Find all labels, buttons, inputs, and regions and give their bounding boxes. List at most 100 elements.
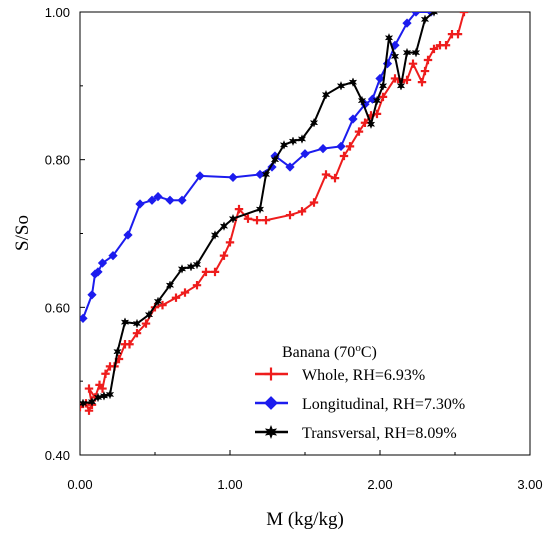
series-line-segment — [313, 94, 327, 124]
series-line-segment — [415, 19, 426, 53]
legend-entry-3: Transversal, RH=8.09% — [255, 424, 457, 442]
x-tick-label: 2.00 — [367, 477, 392, 492]
series-line-segment — [349, 131, 360, 147]
data-point-star — [219, 221, 229, 232]
series-line-segment — [301, 122, 315, 140]
data-point-plus — [408, 59, 418, 68]
data-point-star — [309, 117, 319, 128]
data-point-diamond — [80, 313, 88, 324]
legend-title-sup: o — [355, 342, 361, 354]
data-point-star — [411, 47, 421, 58]
data-point-plus — [285, 210, 295, 220]
data-point-diamond — [285, 162, 295, 172]
series-line-segment — [199, 174, 234, 179]
series-line-segment — [259, 174, 267, 210]
data-point-plus — [459, 12, 469, 17]
data-point-diamond — [375, 73, 385, 84]
data-point-plus — [330, 173, 340, 183]
data-point-star — [210, 230, 220, 240]
x-tick-label: 0.00 — [67, 477, 92, 492]
data-point-plus — [101, 369, 110, 378]
data-point-star — [390, 51, 400, 62]
data-point-star — [165, 280, 175, 291]
data-point-star — [429, 12, 439, 17]
data-point-star — [270, 154, 280, 165]
y-axis-title: S/So — [12, 215, 33, 251]
data-point-star — [80, 398, 88, 409]
data-point-star — [288, 136, 298, 147]
series-line-segment — [340, 118, 354, 147]
legend-entries: Whole, RH=6.93% Longitudinal, RH=7.30% Tra… — [255, 367, 465, 442]
data-point-plus — [158, 300, 167, 310]
data-point-star — [177, 264, 187, 274]
data-point-diamond — [97, 258, 108, 268]
data-point-diamond — [390, 40, 400, 50]
data-point-diamond — [264, 396, 278, 410]
data-point-plus — [141, 319, 151, 328]
data-point-star — [279, 139, 289, 150]
legend-label: Longitudinal, RH=7.30% — [302, 396, 465, 413]
series-line-segment — [157, 284, 171, 303]
series-line-segment — [289, 153, 306, 168]
series-line-segment — [274, 144, 285, 161]
data-point-plus — [441, 41, 451, 50]
data-point-star — [264, 424, 278, 440]
data-point-diamond — [108, 251, 118, 261]
series-line-segment — [196, 271, 207, 286]
data-point-star — [261, 169, 271, 180]
data-point-star — [384, 32, 394, 43]
x-tick-label: 1.00 — [217, 477, 242, 492]
series-line-segment — [376, 85, 384, 101]
data-point-diamond — [336, 141, 346, 152]
data-point-star — [153, 296, 163, 307]
series-3 — [80, 12, 439, 409]
series-line-segment — [371, 78, 381, 100]
data-point-star — [228, 213, 238, 224]
series-line-segment — [112, 234, 129, 257]
plot-frame — [79, 11, 531, 456]
data-point-star — [366, 119, 376, 130]
y-axis: 0.40 0.60 0.80 1.00 — [45, 5, 85, 463]
y-tick-label: 0.40 — [45, 448, 70, 463]
data-point-star — [402, 47, 412, 58]
series-line-segment — [82, 294, 93, 319]
data-point-plus — [420, 66, 430, 76]
series-line-segment — [238, 208, 249, 220]
data-point-plus — [264, 367, 278, 381]
data-point-plus — [252, 216, 262, 225]
data-point-plus — [192, 280, 202, 290]
data-point-star — [144, 309, 154, 320]
data-point-diamond — [165, 195, 175, 205]
data-point-star — [420, 14, 430, 25]
data-point-star — [378, 80, 388, 91]
series-line-segment — [136, 322, 147, 334]
series-line-segment — [370, 100, 378, 125]
data-point-star — [120, 317, 130, 328]
legend: Banana (70oC) Whole, RH=6.93% Longitudina… — [255, 342, 465, 442]
series-line-segment — [184, 284, 198, 294]
data-point-diamond — [135, 199, 145, 209]
data-point-plus — [234, 204, 244, 214]
series-line-segment — [382, 77, 396, 98]
data-point-star — [192, 259, 202, 270]
data-point-star — [348, 77, 358, 88]
series-line-segment — [128, 332, 138, 345]
series-line-segment — [162, 296, 177, 306]
legend-title-end: C) — [361, 344, 377, 361]
data-point-star — [336, 80, 346, 91]
data-point-plus — [210, 267, 220, 277]
data-point-star — [113, 346, 122, 357]
series-1 — [80, 12, 469, 415]
legend-entry-1: Whole, RH=6.93% — [255, 367, 425, 384]
data-point-star — [105, 389, 115, 400]
data-point-plus — [84, 406, 94, 415]
data-point-plus — [354, 127, 364, 136]
data-point-plus — [339, 151, 349, 161]
data-point-plus — [402, 75, 412, 85]
data-point-diamond — [177, 195, 187, 205]
series-line-segment — [412, 63, 423, 83]
series-line-segment — [400, 52, 408, 87]
data-point-plus — [345, 142, 355, 151]
data-point-plus — [125, 340, 134, 349]
